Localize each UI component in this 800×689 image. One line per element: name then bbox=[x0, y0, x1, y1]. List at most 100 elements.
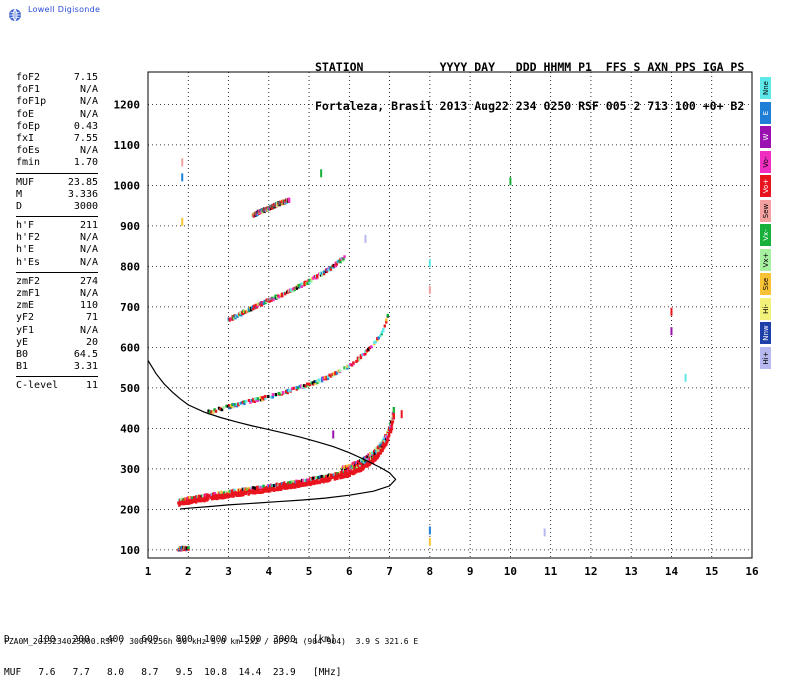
echo-point bbox=[320, 379, 324, 383]
echo-point bbox=[322, 272, 326, 276]
param-row: h'Es N/A bbox=[16, 257, 98, 269]
echo-point bbox=[233, 488, 236, 492]
echo-point bbox=[281, 292, 284, 296]
echo-point bbox=[245, 490, 248, 494]
trace-f-2hop bbox=[207, 313, 389, 415]
param-row: h'F2 N/A bbox=[16, 232, 98, 244]
scattered-echo bbox=[428, 259, 431, 268]
param-row: h'F 211 bbox=[16, 220, 98, 232]
scattered-echo bbox=[509, 177, 512, 186]
echo-point bbox=[329, 374, 333, 378]
scattered-echo bbox=[181, 217, 184, 226]
echo-point bbox=[347, 364, 351, 368]
param-value: 110 bbox=[79, 300, 98, 312]
echo-point bbox=[279, 392, 282, 396]
echo-point bbox=[307, 478, 310, 482]
param-value: 20 bbox=[85, 336, 98, 348]
echo-point bbox=[283, 292, 287, 296]
echo-point bbox=[316, 379, 319, 383]
echo-point bbox=[390, 423, 394, 427]
echo-point bbox=[259, 485, 263, 489]
echo-point bbox=[243, 400, 246, 404]
echo-point bbox=[296, 386, 300, 390]
echo-point bbox=[253, 400, 257, 404]
scattered-echo bbox=[332, 430, 335, 439]
x-tick-label: 10 bbox=[504, 565, 517, 578]
echo-point bbox=[365, 463, 368, 467]
echo-point bbox=[187, 547, 190, 551]
echo-point bbox=[241, 400, 245, 404]
echo-point bbox=[268, 299, 271, 303]
echo-point bbox=[252, 304, 256, 308]
y-tick-label: 800 bbox=[120, 260, 140, 273]
echo-point bbox=[207, 409, 210, 413]
echo-point bbox=[326, 375, 330, 379]
param-row: foEs N/A bbox=[16, 145, 98, 157]
y-tick-label: 1200 bbox=[114, 98, 141, 111]
echo-point bbox=[298, 385, 301, 389]
file-info-footer: FZA0M_2013234025000.RSF / 300fx256h 50 k… bbox=[4, 637, 419, 646]
param-name: zmF2 bbox=[16, 275, 41, 287]
echo-point bbox=[213, 492, 217, 496]
echo-point bbox=[369, 455, 372, 459]
echo-point bbox=[339, 260, 342, 264]
echo-point bbox=[390, 427, 394, 431]
echo-point bbox=[328, 373, 331, 377]
echo-point bbox=[389, 430, 393, 434]
echo-point bbox=[198, 495, 202, 499]
echo-point bbox=[373, 452, 377, 456]
echo-point bbox=[240, 401, 243, 405]
echo-point bbox=[367, 347, 370, 351]
echo-point bbox=[329, 267, 333, 271]
echo-point bbox=[256, 304, 260, 308]
echo-point bbox=[313, 482, 316, 486]
polarization-legend: Nne E W Vo- Vo+ Sew Vx- Vx+ Sse Hi- Nnw Hi+ bbox=[760, 77, 772, 371]
legend-label: Hi- bbox=[761, 303, 770, 314]
param-name: foF2 bbox=[16, 72, 41, 83]
param-row: foE N/A bbox=[16, 109, 98, 121]
echo-point bbox=[295, 387, 298, 391]
echo-point bbox=[392, 410, 396, 414]
param-name: MUF bbox=[16, 176, 35, 188]
echo-point bbox=[301, 480, 305, 484]
echo-point bbox=[301, 478, 305, 482]
legend-item: Vo+ bbox=[760, 175, 771, 197]
echo-point bbox=[232, 405, 236, 409]
echo-point bbox=[261, 398, 264, 402]
echo-point bbox=[232, 403, 236, 407]
param-value: N/A bbox=[79, 108, 98, 120]
legend-item: W bbox=[760, 126, 771, 148]
echo-point bbox=[255, 399, 258, 403]
echo-point bbox=[356, 356, 360, 360]
legend-item: Nne bbox=[760, 77, 771, 99]
param-value: 7.15 bbox=[73, 72, 98, 83]
echo-point bbox=[256, 397, 260, 401]
x-tick-label: 15 bbox=[705, 565, 718, 578]
echo-point bbox=[292, 386, 295, 390]
y-tick-label: 400 bbox=[120, 422, 140, 435]
param-row: zmE 110 bbox=[16, 300, 98, 312]
station-header: STATION YYYY DAY DDD HHMM P1 FFS S AXN P… bbox=[315, 35, 744, 126]
echo-point bbox=[187, 546, 190, 550]
echo-point bbox=[231, 404, 234, 408]
echo-point bbox=[359, 354, 363, 358]
param-separator bbox=[16, 216, 98, 218]
echo-point bbox=[332, 372, 336, 376]
echo-point bbox=[275, 486, 278, 490]
x-tick-label: 6 bbox=[346, 565, 353, 578]
echo-point bbox=[376, 337, 379, 341]
echo-point bbox=[270, 298, 273, 302]
param-value: 3.31 bbox=[73, 361, 98, 373]
scattered-echo bbox=[320, 169, 323, 178]
echo-point bbox=[180, 497, 184, 501]
param-value: 1.70 bbox=[73, 157, 98, 169]
param-row: h'E N/A bbox=[16, 244, 98, 256]
echo-point bbox=[313, 380, 316, 384]
param-name: h'F bbox=[16, 220, 35, 232]
echo-point bbox=[346, 366, 349, 370]
echo-point bbox=[300, 282, 303, 286]
legend-item: Hi- bbox=[760, 297, 771, 320]
echo-point bbox=[380, 330, 384, 334]
echo-point bbox=[270, 395, 273, 399]
echo-point bbox=[291, 480, 294, 484]
